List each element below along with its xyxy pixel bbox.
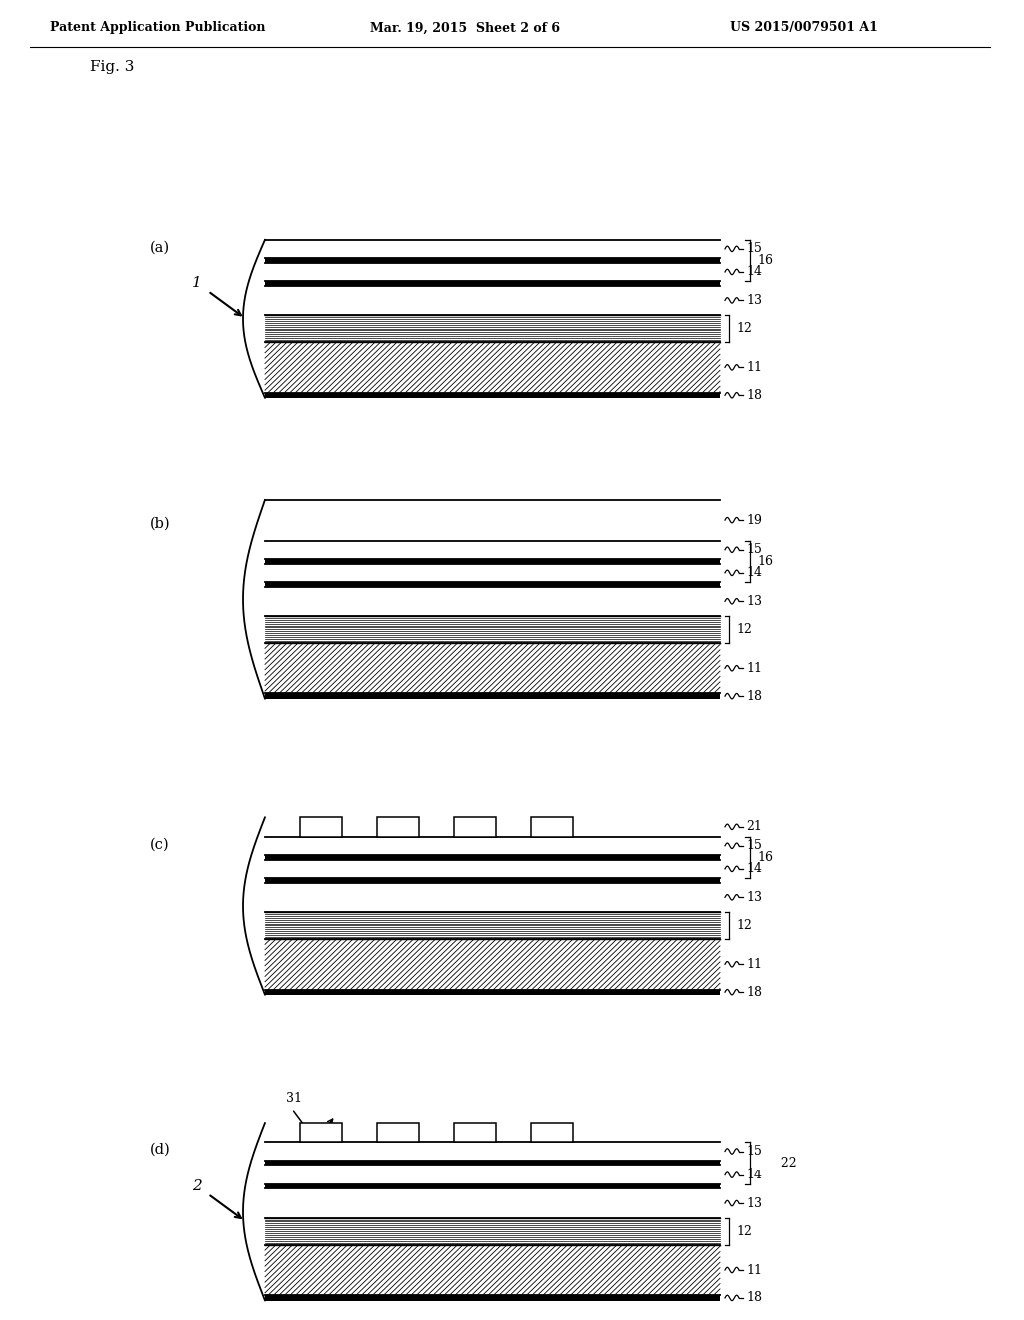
Bar: [454, 1123, 496, 1142]
Bar: [531, 1123, 573, 1142]
Text: 12: 12: [736, 623, 752, 636]
Bar: [265, 392, 720, 397]
Bar: [265, 281, 720, 286]
Text: Fig. 3: Fig. 3: [90, 61, 134, 74]
Text: 13: 13: [746, 294, 762, 306]
Bar: [265, 1245, 720, 1295]
Bar: [265, 1295, 720, 1300]
Text: 19: 19: [746, 513, 762, 527]
Bar: [265, 837, 720, 855]
Text: 11: 11: [746, 360, 762, 374]
Text: 13: 13: [746, 891, 762, 904]
Text: 16: 16: [757, 554, 773, 568]
Text: 11: 11: [746, 1263, 762, 1276]
Bar: [377, 1123, 419, 1142]
Bar: [265, 1217, 720, 1245]
Text: 14: 14: [746, 862, 762, 875]
Text: 16: 16: [757, 253, 773, 267]
Text: 15: 15: [746, 840, 762, 853]
Bar: [531, 817, 573, 837]
Text: 12: 12: [736, 1225, 752, 1238]
Text: 16, 22: 16, 22: [757, 1156, 797, 1170]
Bar: [377, 817, 419, 837]
Bar: [265, 878, 720, 883]
Text: Mar. 19, 2015  Sheet 2 of 6: Mar. 19, 2015 Sheet 2 of 6: [370, 21, 560, 34]
Text: 11: 11: [746, 661, 762, 675]
Bar: [265, 586, 720, 616]
Bar: [265, 1166, 720, 1184]
Bar: [265, 286, 720, 315]
Bar: [265, 1160, 720, 1166]
Text: US 2015/0079501 A1: US 2015/0079501 A1: [730, 21, 878, 34]
Bar: [265, 263, 720, 281]
Bar: [265, 1184, 720, 1188]
Text: 16: 16: [757, 851, 773, 863]
Text: 15: 15: [746, 544, 762, 556]
Bar: [265, 540, 720, 558]
Text: (c): (c): [150, 837, 170, 851]
Bar: [265, 912, 720, 939]
Text: 31: 31: [286, 1092, 302, 1105]
Text: 18: 18: [746, 689, 762, 702]
Text: (b): (b): [150, 517, 171, 531]
Bar: [300, 817, 342, 837]
Bar: [265, 616, 720, 643]
Text: 14: 14: [746, 265, 762, 279]
Bar: [265, 693, 720, 698]
Text: 13: 13: [746, 595, 762, 607]
Bar: [265, 342, 720, 392]
Bar: [265, 1188, 720, 1217]
Text: 15: 15: [746, 243, 762, 255]
Bar: [265, 990, 720, 995]
Bar: [265, 1142, 720, 1160]
Bar: [265, 859, 720, 878]
Text: (a): (a): [150, 240, 170, 255]
Text: 11: 11: [746, 958, 762, 970]
Bar: [454, 817, 496, 837]
Text: 13: 13: [746, 1196, 762, 1209]
Text: 14: 14: [746, 1168, 762, 1181]
Bar: [265, 558, 720, 564]
Text: 12: 12: [736, 322, 752, 335]
Text: , 22: , 22: [757, 1156, 780, 1170]
Bar: [265, 259, 720, 263]
Text: 21: 21: [746, 820, 762, 833]
Bar: [265, 855, 720, 859]
Bar: [265, 564, 720, 582]
Bar: [265, 582, 720, 586]
Text: 12: 12: [736, 919, 752, 932]
Text: Patent Application Publication: Patent Application Publication: [50, 21, 265, 34]
Text: 18: 18: [746, 986, 762, 999]
Text: 15: 15: [746, 1144, 762, 1158]
Text: 14: 14: [746, 566, 762, 579]
Text: (d): (d): [150, 1143, 171, 1158]
Text: 16: 16: [757, 1156, 773, 1170]
Bar: [265, 883, 720, 912]
Bar: [300, 1123, 342, 1142]
Text: 18: 18: [746, 389, 762, 401]
Text: 18: 18: [746, 1291, 762, 1304]
Bar: [265, 643, 720, 693]
Bar: [265, 939, 720, 990]
Bar: [265, 500, 720, 540]
Text: 2: 2: [193, 1179, 202, 1193]
Bar: [265, 315, 720, 342]
Bar: [265, 240, 720, 259]
Text: 1: 1: [193, 276, 202, 290]
